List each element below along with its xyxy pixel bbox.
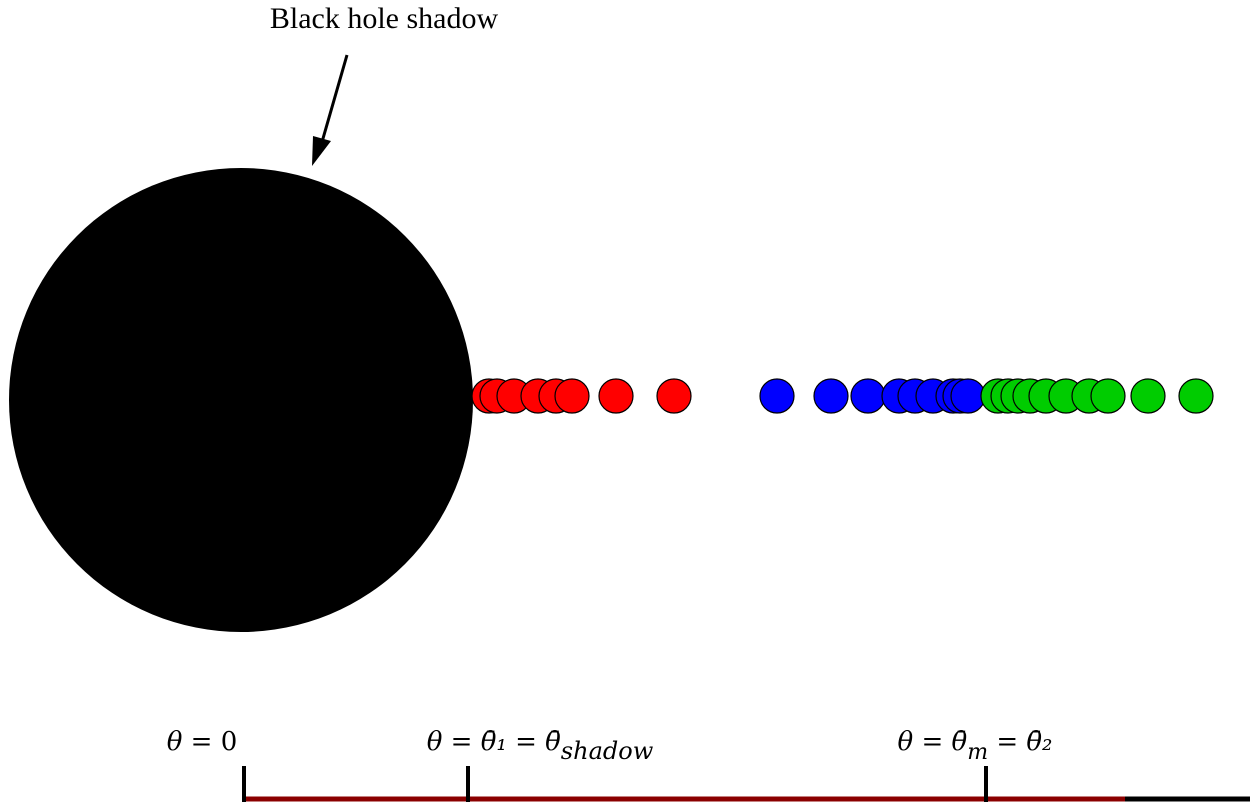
blue-dot-3 xyxy=(850,378,886,414)
green-dot-group xyxy=(980,378,1214,414)
blue-dot-1 xyxy=(759,378,795,414)
axis-label-theta-shadow: θ = θ̄₁ = θ̄shadow xyxy=(427,727,654,765)
axis-label-theta-zero: θ = 0 xyxy=(167,727,238,757)
annotation-arrow xyxy=(312,54,349,166)
axis-label-theta-m: θ = θ̄m = θ̄₂ xyxy=(898,727,1053,765)
red-dot-6 xyxy=(554,378,590,414)
blue-dot-2 xyxy=(813,378,849,414)
red-dot-7 xyxy=(598,378,634,414)
red-dot-8 xyxy=(656,378,692,414)
theta-axis xyxy=(242,766,1250,802)
green-dot-8 xyxy=(1090,378,1126,414)
black-hole-shadow-disk xyxy=(9,168,473,632)
green-dot-9 xyxy=(1130,378,1166,414)
blue-dot-9 xyxy=(950,378,986,414)
shadow-annotation-label: Black hole shadow xyxy=(270,2,499,35)
red-dot-group xyxy=(471,378,692,414)
green-dot-10 xyxy=(1178,378,1214,414)
blue-dot-group xyxy=(759,378,986,414)
